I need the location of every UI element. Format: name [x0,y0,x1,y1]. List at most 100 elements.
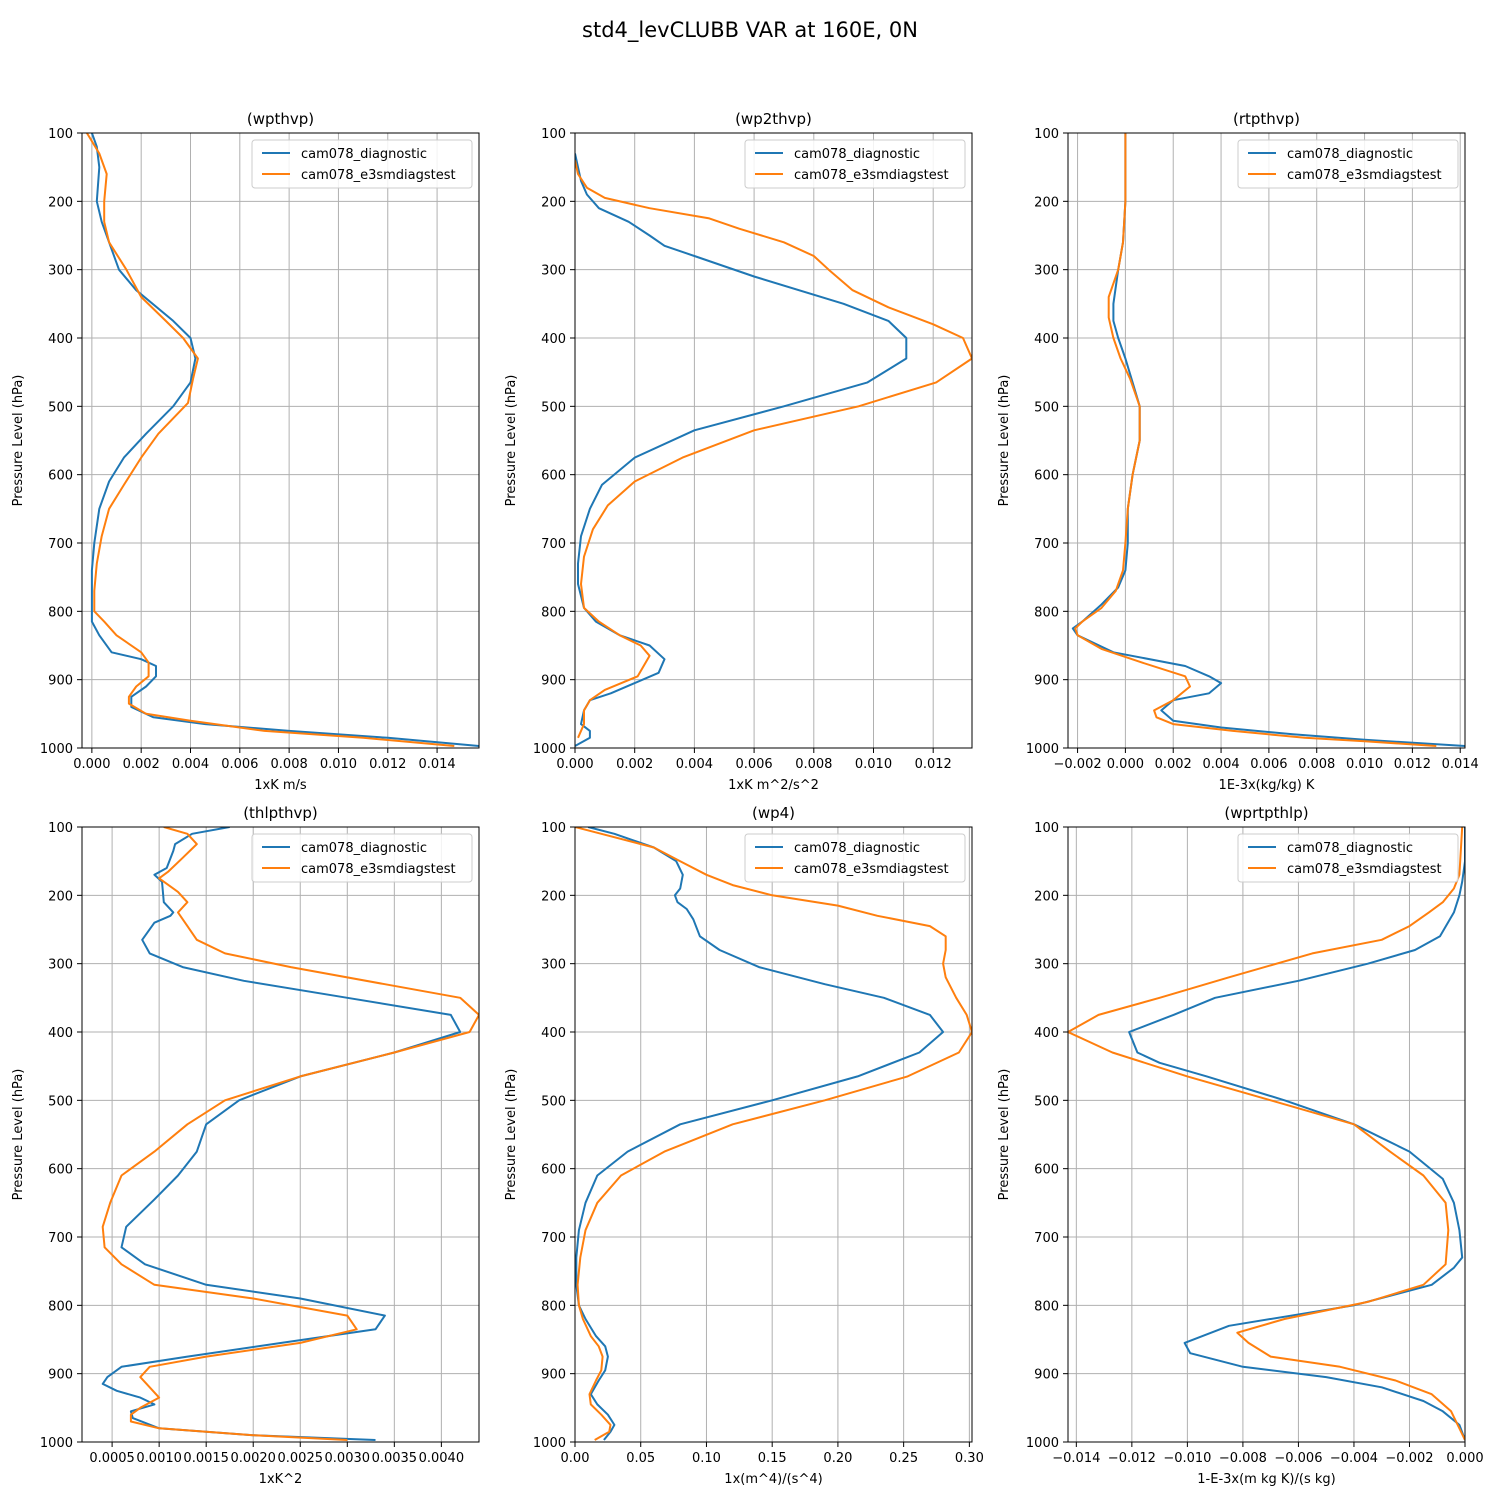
x-tick-label: 0.004 [172,757,209,772]
x-tick-label: 0.30 [955,1451,984,1466]
axes-frame [574,826,973,1443]
y-tick-label: 200 [1034,889,1059,904]
figure-title: std4_levCLUBB VAR at 160E, 0N [582,18,918,43]
legend-label: cam078_e3smdiagstest [1287,168,1442,183]
y-tick-label: 700 [541,537,566,552]
x-tick-label: 0.000 [556,757,593,772]
axes-frame [1067,132,1466,749]
y-tick-label: 800 [541,605,566,620]
x-tick-label: 0.012 [1394,757,1431,772]
legend-box [251,833,473,883]
x-tick-label: 0.0005 [89,1451,135,1466]
legend: cam078_diagnostic cam078_e3smdiagstest [744,833,966,883]
x-tick-label: 0.004 [1202,757,1239,772]
y-tick-label: 200 [541,195,566,210]
legend-box [1237,833,1459,883]
y-tick-label: 1000 [533,1436,566,1451]
legend-label: cam078_e3smdiagstest [794,168,949,183]
x-tick-label: −0.006 [1274,1451,1322,1466]
series-line-cam078_e3smdiagstest [1074,133,1437,747]
x-tick-label: 0.008 [271,757,308,772]
x-tick-label: 0.008 [795,757,832,772]
x-tick-label: 0.0020 [230,1451,276,1466]
x-tick-label: 0.008 [1298,757,1335,772]
legend: cam078_diagnostic cam078_e3smdiagstest [744,139,966,189]
legend-label: cam078_diagnostic [794,147,920,162]
y-tick-label: 700 [48,1231,73,1246]
y-tick-label: 500 [1034,400,1059,415]
series-line-cam078_e3smdiagstest [1068,827,1465,1441]
series-line-cam078_diagnostic [1128,827,1465,1441]
legend: cam078_diagnostic cam078_e3smdiagstest [1237,833,1459,883]
x-tick-label: 0.002 [616,757,653,772]
y-tick-label: 300 [1034,264,1059,279]
x-tick-label: 0.012 [915,757,952,772]
x-tick-label: −0.002 [1054,757,1102,772]
y-tick-label: 100 [1034,127,1059,142]
x-tick-label: 0.000 [1107,757,1144,772]
subplot-title: (thlpthvp) [243,804,318,822]
y-axis-label: Pressure Level (hPa) [997,1069,1012,1201]
legend-box [1237,139,1459,189]
legend-label: cam078_diagnostic [301,841,427,856]
x-tick-label: 0.0025 [278,1451,324,1466]
y-tick-label: 300 [1034,958,1059,973]
y-tick-label: 700 [48,537,73,552]
y-tick-label: 100 [541,821,566,836]
series-line-cam078_diagnostic [575,827,945,1441]
y-tick-label: 600 [1034,469,1059,484]
y-tick-label: 800 [1034,605,1059,620]
y-tick-label: 300 [541,264,566,279]
y-tick-label: 800 [48,1299,73,1314]
axes-frame [1067,826,1466,1443]
x-tick-label: 0.010 [1346,757,1383,772]
legend-label: cam078_e3smdiagstest [794,862,949,877]
x-tick-label: 0.010 [855,757,892,772]
subplot-1: 0.000 0.002 0.004 0.006 0.008 0.010 0.012 0.014… [11,110,480,793]
legend-label: cam078_diagnostic [794,841,920,856]
y-tick-label: 800 [1034,1299,1059,1314]
y-tick-label: 900 [1034,1368,1059,1383]
y-tick-label: 900 [48,674,73,689]
x-tick-label: 0.010 [320,757,357,772]
series-line-cam078_e3smdiagstest [575,160,972,739]
x-tick-label: 0.006 [1250,757,1287,772]
series-line-cam078_diagnostic [1071,133,1465,747]
x-tick-label: 0.012 [369,757,406,772]
y-tick-label: 700 [1034,537,1059,552]
y-tick-label: 400 [1034,1026,1059,1041]
legend-box [744,833,966,883]
subplot-title: (wp2thvp) [735,110,812,128]
x-axis-label: 1-E-3x(m kg K)/(s kg) [1197,1472,1335,1487]
legend-label: cam078_e3smdiagstest [1287,862,1442,877]
subplot-6: −0.014 −0.012 −0.010 −0.008 −0.006 −0.004 −0.0… [997,804,1484,1487]
legend-label: cam078_diagnostic [1287,147,1413,162]
legend-label: cam078_diagnostic [301,147,427,162]
subplot-title: (wprtpthlp) [1224,804,1308,822]
y-tick-label: 1000 [40,742,73,757]
y-tick-label: 800 [48,605,73,620]
axes-frame [81,132,480,749]
x-tick-label: 0.15 [758,1451,787,1466]
series-line-cam078_diagnostic [101,827,462,1441]
y-tick-label: 200 [541,889,566,904]
y-axis-label: Pressure Level (hPa) [504,375,519,507]
y-tick-label: 500 [541,400,566,415]
y-tick-label: 100 [1034,821,1059,836]
series-line-cam078_e3smdiagstest [86,133,455,747]
axes-frame [81,826,480,1443]
y-tick-label: 400 [1034,332,1059,347]
y-tick-label: 500 [48,400,73,415]
x-tick-label: 0.0040 [419,1451,465,1466]
y-axis-label: Pressure Level (hPa) [504,1069,519,1201]
x-tick-label: 0.05 [626,1451,655,1466]
legend-label: cam078_e3smdiagstest [301,168,456,183]
x-tick-label: 0.006 [221,757,258,772]
x-axis-label: 1E-3x(kg/kg) K [1219,778,1315,793]
x-tick-label: 0.004 [676,757,713,772]
subplot-title: (wp4) [752,804,795,822]
subplot-title: (wpthvp) [247,110,314,128]
y-tick-label: 600 [541,469,566,484]
